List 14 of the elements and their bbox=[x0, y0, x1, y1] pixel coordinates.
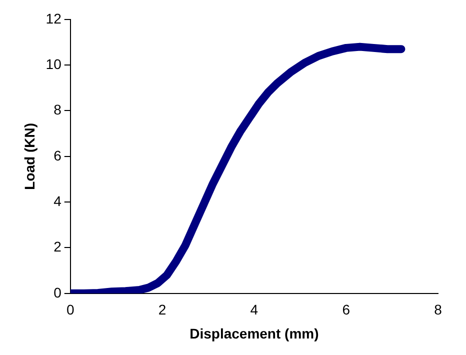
y-tick-label: 10 bbox=[46, 56, 62, 72]
x-tick-label: 2 bbox=[158, 302, 166, 318]
x-tick-label: 8 bbox=[434, 302, 442, 318]
x-axis-title: Displacement (mm) bbox=[190, 325, 319, 342]
x-tick-label: 6 bbox=[342, 302, 350, 318]
y-tick-label: 4 bbox=[54, 192, 62, 209]
y-tick-label: 2 bbox=[54, 238, 62, 255]
y-axis-title: Load (KN) bbox=[21, 122, 38, 190]
x-tick-label: 0 bbox=[66, 302, 74, 318]
y-tick-label: 12 bbox=[46, 10, 62, 26]
x-tick-label: 4 bbox=[250, 302, 258, 318]
y-tick-label: 6 bbox=[54, 147, 62, 164]
y-tick-label: 0 bbox=[54, 284, 62, 300]
y-tick-label: 8 bbox=[54, 102, 62, 118]
